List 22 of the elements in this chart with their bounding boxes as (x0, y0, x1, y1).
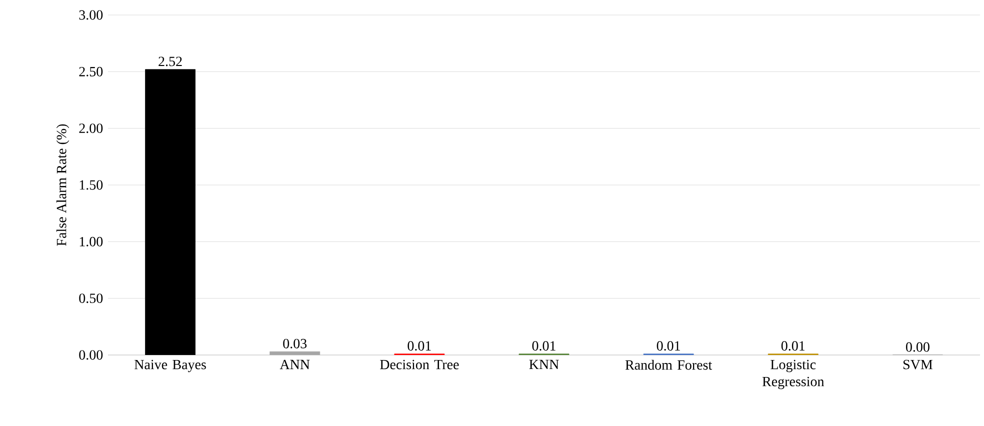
data-label: 0.00 (906, 342, 930, 352)
x-tick-label: KNN (529, 360, 559, 370)
data-label: 0.01 (781, 341, 805, 351)
data-label: 0.01 (408, 341, 431, 351)
y-tick-label: 1.50 (80, 180, 103, 190)
data-label: 0.03 (283, 338, 307, 348)
y-tick-label: 0.00 (79, 350, 103, 360)
x-tick-label: Decision Tree (380, 360, 459, 370)
y-tick-label: 1.00 (80, 236, 103, 246)
y-tick-label: 2.50 (79, 66, 103, 76)
x-tick-label: Random Forest (625, 360, 712, 370)
y-tick-label: 0.50 (79, 294, 103, 304)
x-tick-label: Logistic Regression (762, 360, 824, 390)
y-tick-label: 2.00 (79, 124, 103, 134)
x-tick-label: ANN (280, 360, 310, 370)
data-label: 2.52 (158, 56, 182, 66)
y-axis-title: False Alarm Rate (%) (56, 124, 70, 246)
y-tick-label: 3.00 (79, 10, 103, 20)
data-label: 0.01 (532, 341, 556, 351)
x-tick-label: Naive Bayes (134, 360, 206, 372)
x-tick-label: SVM (903, 360, 932, 370)
data-label: 0.01 (656, 341, 680, 351)
